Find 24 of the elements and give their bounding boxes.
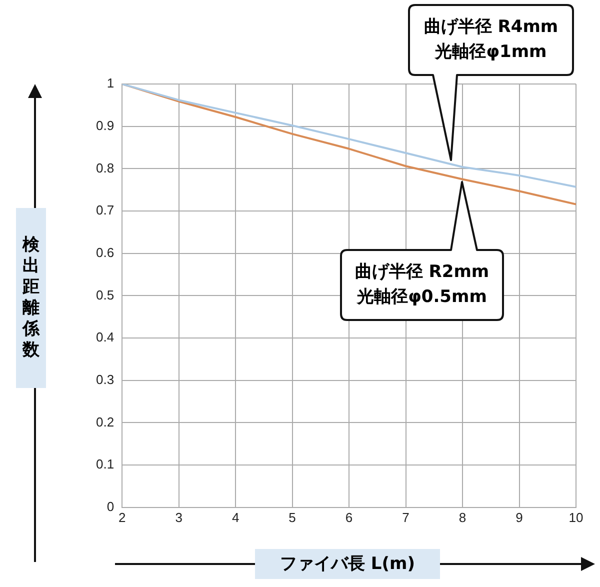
x-tick-label: 2 [118,510,126,525]
y-tick-label: 0.1 [96,456,114,472]
y-tick-label: 0 [106,498,114,514]
y-tick-label: 0.3 [96,372,114,387]
y-tick-label: 0.2 [96,414,114,430]
y-tick-label: 0.5 [96,287,114,302]
x-tick-label: 5 [288,510,296,525]
x-tick-label: 7 [402,510,410,525]
y-tick-label: 1 [106,76,114,91]
text: 曲げ半径 R4mm 光軸径φ1mm [424,16,558,64]
y-tick-label: 0.7 [96,202,114,218]
x-tick-label: 3 [175,510,182,525]
x-tick-label: 4 [232,510,240,525]
y-tick-label: 0.6 [96,244,114,260]
annotation: 曲げ半径 R2mm 光軸径φ0.5mm [354,261,490,309]
x-tick-label: 10 [568,510,584,525]
x-tick-label: 6 [345,510,353,525]
x-tick-label: 9 [516,510,523,525]
y-axis-title: 検出距離係数 [22,235,40,361]
x-tick-label: 8 [458,510,466,525]
x-axis-title: ファイバ長 L(m) [255,549,440,579]
y-tick-label: 0.8 [96,160,114,176]
y-tick-label: 0.4 [96,330,114,345]
y-tick-label: 0.9 [96,118,114,133]
